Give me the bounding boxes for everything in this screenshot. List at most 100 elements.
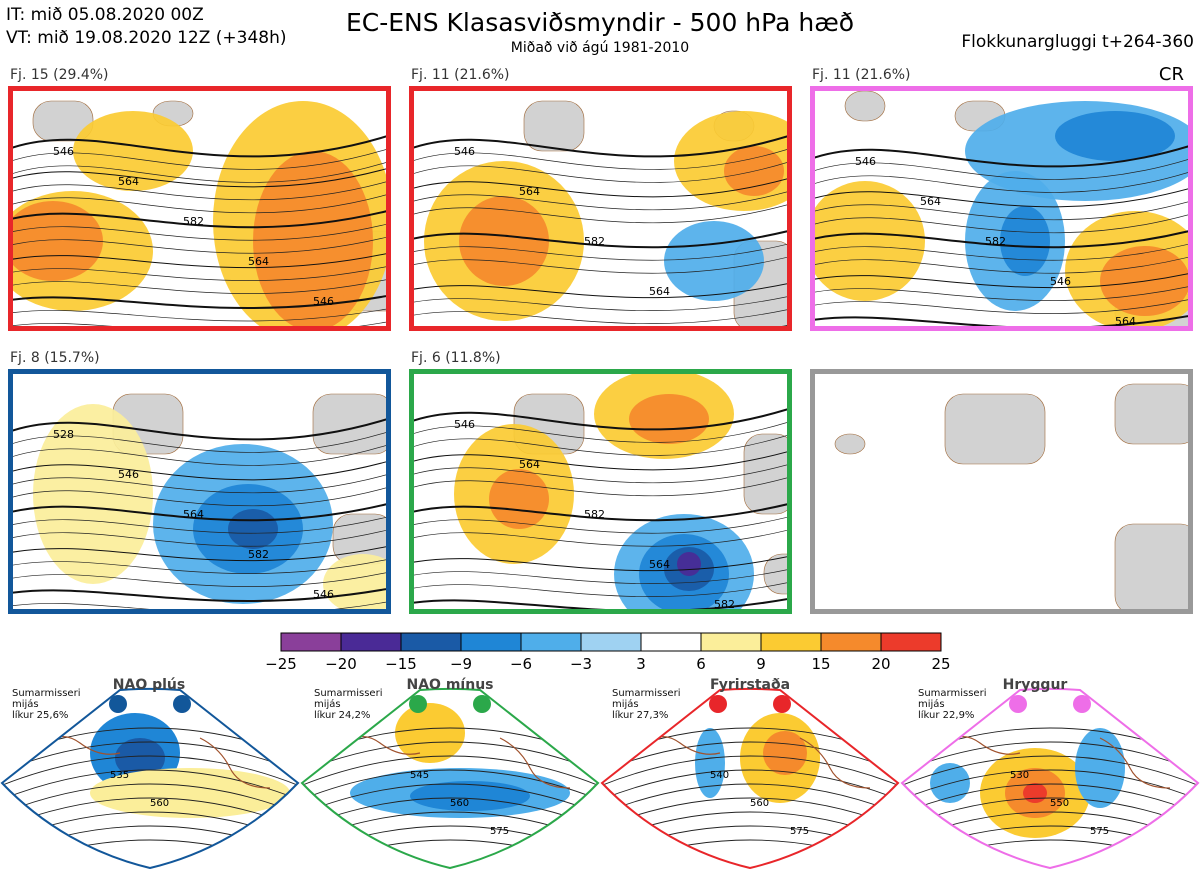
anomaly-area [815,181,925,301]
height-contour [815,214,1188,234]
height-contour [2,769,298,801]
anomaly-area [1000,206,1050,276]
height-contour [414,230,787,249]
contour-label: 582 [183,215,204,228]
land-mass [523,100,585,152]
height-contour [13,308,386,322]
height-contour [414,161,787,183]
height-contour [414,421,787,443]
height-contour [13,168,386,188]
height-contour [414,556,787,572]
regime-4-info: Sumarmisseri mijás líkur 22,9% [918,688,987,721]
classification-window: Flokkunargluggi t+264-360 [961,32,1194,52]
contour-label: 564 [649,285,670,298]
colorbar-tick: −9 [449,655,473,673]
height-contour [414,191,787,211]
height-contour [13,529,386,547]
colorbar-segment [880,632,942,652]
colorbar-tick: 6 [696,655,706,673]
height-contour [13,546,386,562]
anomaly-area [73,111,193,191]
anomaly-area [1055,111,1175,161]
valid-time: VT: mið 19.08.2020 12Z (+348h) [6,28,287,48]
colorbar-tick: −3 [569,655,593,673]
height-contour [13,431,386,453]
colorbar-segment [460,632,522,652]
height-contour [302,783,598,815]
height-contour [414,451,787,471]
contour-label: 546 [855,155,876,168]
contour-label: 564 [248,255,269,268]
land-mass [944,393,1046,465]
height-contour [13,559,386,574]
regime-frame [900,687,1200,870]
cluster-map-3[interactable]: 546 564 582 546 564 [810,86,1193,331]
contour-label: 530 [1010,770,1029,781]
cluster-map-1[interactable]: 546 564 582 564 546 [8,86,391,331]
cluster-map-5[interactable]: 546 564 582 564 582 [409,369,792,614]
regime-3-info: Sumarmisseri mijás líkur 27,3% [612,688,681,721]
cluster-map-2[interactable]: 546 564 582 564 582 [409,86,792,331]
height-contour [13,461,386,481]
contour-label: 582 [584,508,605,521]
regime-1-name: NAO plús [112,677,186,693]
height-contour [414,178,787,198]
colorbar-segment [640,632,702,652]
height-contour [13,236,386,254]
height-contour [414,148,787,170]
height-contour [13,135,386,158]
anomaly-area [763,731,807,775]
regime-frame [300,687,600,870]
page-title: EC-ENS Klasasviðsmyndir - 500 hPa hæð [345,8,855,37]
colorbar-tick: 9 [756,655,766,673]
colorbar-segment [580,632,642,652]
colorbar-segment [340,632,402,652]
panel-3-label: Fj. 11 (21.6%) [812,67,911,83]
colorbar-tick: −25 [265,655,297,673]
regime-2-info: Sumarmisseri mijás líkur 24,2% [314,688,383,721]
colorbar-segment [280,632,342,652]
height-contour [414,598,787,609]
panel-4-label: Fj. 8 (15.7%) [10,350,100,366]
colorbar-segment [400,632,462,652]
colorbar-tick: 25 [931,655,951,673]
anomaly-area [489,469,549,529]
land-mass [1114,523,1188,609]
empty-map [810,369,1193,614]
height-contour [902,797,1198,829]
height-contour [602,741,898,773]
regime-marker [109,695,127,713]
height-contour [414,408,787,431]
height-contour [302,797,598,829]
height-contour [815,243,1188,261]
cluster-map-4[interactable]: 528 546 564 582 546 [8,369,391,614]
height-contour [414,256,787,274]
height-contour [13,253,386,269]
regime-marker [1073,695,1091,713]
colorbar-tick: 15 [811,655,831,673]
anomaly-area [410,781,530,811]
height-contour [815,171,1188,193]
contour-label: 582 [714,325,735,326]
land-mass [743,433,787,515]
contour-label: 564 [1115,315,1136,326]
height-contour [815,158,1188,180]
height-contour [602,755,898,787]
contour-label: 546 [454,418,475,431]
contour-label: 564 [519,185,540,198]
height-contour [414,309,787,324]
regime-frame [600,687,900,870]
regime-marker [473,695,491,713]
anomaly-area [115,738,165,778]
anomaly-area [695,728,725,798]
regime-marker [1009,695,1027,713]
contour-label: 564 [118,175,139,188]
height-contour [13,601,386,609]
contour-label: 564 [519,458,540,471]
anomaly-area [1075,728,1125,808]
height-contour [13,516,386,534]
height-contour [902,741,1198,773]
height-contour [13,161,386,183]
cr-label: CR [1158,64,1184,85]
land-mass [312,393,386,455]
